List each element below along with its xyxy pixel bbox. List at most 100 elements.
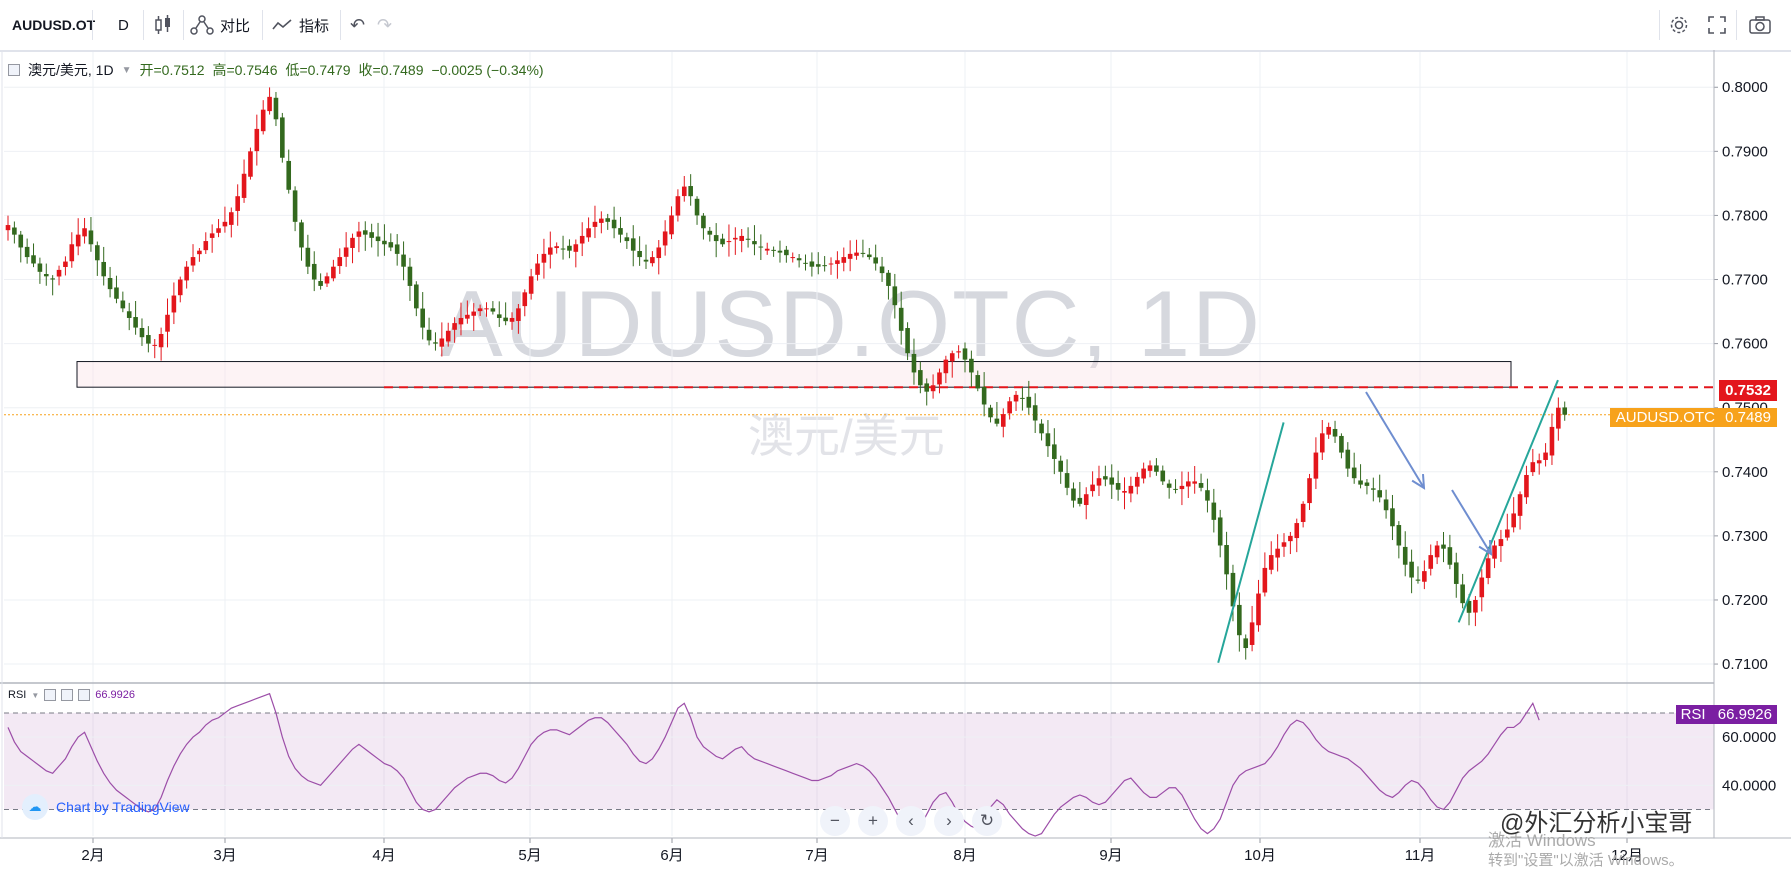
candle-body [1339, 435, 1344, 453]
candle-body [146, 335, 151, 344]
candle-body [1058, 460, 1063, 472]
candle-body [1096, 478, 1102, 486]
compare-button[interactable]: 对比 [190, 0, 250, 50]
candle-body [133, 317, 138, 328]
candle-body [107, 278, 113, 290]
candle-body [267, 96, 272, 112]
chevron-down-icon[interactable]: ▼ [31, 690, 40, 700]
candle-body [139, 327, 145, 338]
time-tick-label: 3月 [213, 847, 236, 864]
candle-body [1383, 499, 1389, 511]
reset-chart-button[interactable]: ↻ [972, 806, 1002, 836]
rsi-legend: RSI ▼ 66.9926 [8, 689, 135, 701]
candle-body [739, 235, 744, 241]
legend-open: 开=0.7512 [139, 62, 205, 78]
tradingview-attribution[interactable]: ☁ Chart by TradingView [22, 794, 190, 820]
candle-body [1147, 465, 1153, 471]
scroll-left-button[interactable]: ‹ [896, 806, 926, 836]
candle-body [650, 257, 655, 264]
candles-icon [155, 15, 170, 34]
candle-body [331, 266, 336, 279]
candle-body [688, 186, 693, 197]
last-price-badge: AUDUSD.OTC 0.7489 [1609, 408, 1777, 427]
candle-body [898, 307, 904, 331]
zoom-in-button[interactable]: + [858, 806, 888, 836]
candle-body [1224, 545, 1229, 575]
toolbar-divider [1659, 10, 1660, 40]
candle-body [1428, 555, 1434, 569]
toolbar-divider [262, 10, 263, 40]
rsi-legend-name[interactable]: RSI [8, 689, 27, 701]
chevron-down-icon[interactable]: ▼ [121, 64, 132, 76]
candle-body [662, 231, 668, 246]
toolbar-divider [1736, 10, 1737, 40]
candle-body [1077, 497, 1083, 504]
candle-body [1364, 482, 1370, 486]
indicators-button[interactable]: 指标 [271, 0, 329, 50]
candle-body [956, 351, 961, 353]
forecast-arrow-1-head [1411, 473, 1426, 490]
eye-icon[interactable] [44, 689, 57, 701]
candle-body [1052, 444, 1057, 459]
zoom-out-button[interactable]: − [820, 806, 850, 836]
candle-body [1013, 394, 1019, 402]
top-toolbar: AUDUSD.OT D 对比 指标 ↶ ↷ [0, 0, 1791, 52]
candle-body [1000, 414, 1006, 427]
camera-icon[interactable] [1748, 0, 1772, 50]
candle-body [114, 287, 119, 299]
candle-body [911, 353, 917, 373]
candle-body [1166, 483, 1172, 488]
candle-body [426, 329, 432, 341]
toolbar-divider [92, 10, 93, 40]
candle-body [356, 231, 362, 237]
candle-body [343, 247, 349, 257]
candle-body [1441, 544, 1446, 549]
symbol-search-button[interactable]: AUDUSD.OT [12, 17, 96, 33]
candle-body [1332, 428, 1338, 437]
gear-icon[interactable] [61, 689, 74, 701]
candle-body [1390, 508, 1395, 527]
candle-body [624, 237, 630, 242]
candle-body [18, 234, 24, 248]
price-tick-label: 0.7300 [1722, 528, 1768, 545]
indicators-icon [272, 19, 292, 30]
fullscreen-icon[interactable] [1707, 0, 1727, 50]
candle-body [420, 308, 425, 328]
candle-body [484, 308, 489, 310]
candle-body [1109, 477, 1115, 485]
time-tick-label: 11月 [1405, 847, 1436, 864]
candle-body [24, 246, 30, 258]
rsi-series-line [7, 692, 1540, 837]
candle-body [675, 196, 681, 216]
time-tick-label: 10月 [1244, 847, 1276, 864]
legend-title[interactable]: 澳元/美元, 1D [28, 62, 114, 78]
chart-type-button[interactable] [152, 0, 174, 50]
candle-body [197, 250, 202, 255]
candle-body [1453, 562, 1459, 584]
candle-body [1447, 547, 1453, 565]
candle-body [720, 238, 725, 245]
close-icon[interactable] [78, 689, 91, 701]
interval-button[interactable]: D [118, 16, 129, 34]
rsi-legend-value: 66.9926 [95, 689, 136, 701]
chart-navigation: − + ‹ › ↻ [820, 806, 1002, 836]
candle-body [222, 221, 228, 227]
legend-close: 收=0.7489 [358, 62, 424, 78]
symbol-name-watermark: 澳元/美元 [748, 410, 945, 462]
candle-body [369, 232, 374, 238]
legend-change: −0.0025 (−0.34%) [431, 62, 544, 78]
redo-icon[interactable]: ↷ [377, 14, 393, 35]
candle-body [82, 228, 87, 237]
candle-body [694, 198, 700, 216]
gear-icon[interactable] [1668, 0, 1690, 50]
scroll-right-button[interactable]: › [934, 806, 964, 836]
candle-body [1498, 539, 1504, 547]
undo-icon[interactable]: ↶ [350, 14, 366, 35]
compare-label: 对比 [220, 17, 251, 35]
collapse-legend-icon[interactable] [8, 64, 20, 76]
candle-body [401, 254, 406, 267]
candle-body [1409, 561, 1414, 578]
time-tick-label: 12月 [1611, 847, 1643, 864]
candle-body [286, 160, 292, 190]
